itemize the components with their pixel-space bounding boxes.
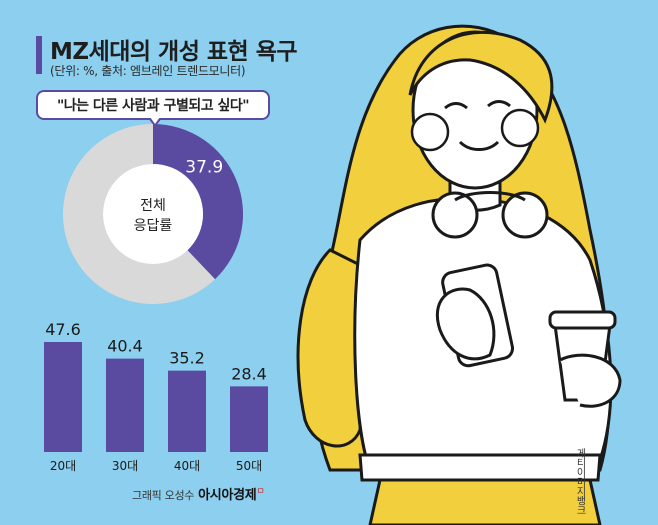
pie-center-label-1: 응답률 [134,218,173,234]
chart-subtitle: (단위: %, 출처: 엠브레인 트렌드모니터) [50,64,246,78]
bar-category-label-2: 40대 [174,459,200,473]
pie-value-label: 37.9 [185,157,223,177]
graphic-credit: 그래픽 오성수 아시아경제ㅁ [132,484,265,503]
eye-left [444,102,468,110]
eye-right [487,100,511,108]
bar-value-label-3: 28.4 [231,364,267,383]
backpack-shape [296,248,372,448]
pie-slice-1 [63,124,216,305]
question-bubble: "나는 다른 사람과 구별되고 싶다" [36,90,270,120]
sweater-hem [358,453,602,482]
photo-credit: 게티이미지뱅크 [574,448,585,515]
pie-hole [103,164,203,264]
bar-value-label-2: 35.2 [169,349,205,368]
headphone-band [454,191,526,202]
hair-front-shape [408,30,554,124]
hand-left [435,287,496,361]
bar-value-label-1: 40.4 [107,337,143,356]
pie-center-label-0: 전체 [140,198,166,214]
question-bubble-tail-inner [150,117,160,124]
pie-slice-0 [153,124,244,280]
cheek-right [500,108,540,148]
cheek-left [410,112,450,152]
title-accent-bar [36,36,42,74]
bar-value-label-0: 47.6 [45,320,81,339]
bar-category-label-1: 30대 [112,459,138,473]
hand-right [559,353,622,408]
designer-credit: 그래픽 오성수 [132,489,195,502]
bar-3 [230,386,268,452]
smile [458,140,500,151]
headphone-left [431,191,479,239]
bar-1 [106,358,144,452]
bar-2 [168,370,206,452]
brand-mark: ㅁ [256,487,265,497]
bar-category-label-0: 20대 [50,459,76,473]
headphone-right [501,191,549,239]
pants-shape [368,478,602,525]
bar-category-label-3: 50대 [236,459,262,473]
cup-lid [548,310,617,330]
bar-0 [44,342,82,452]
brand-name: 아시아경제 [198,488,257,503]
chart-title: MZ세대의 개성 표현 욕구 [50,39,298,65]
